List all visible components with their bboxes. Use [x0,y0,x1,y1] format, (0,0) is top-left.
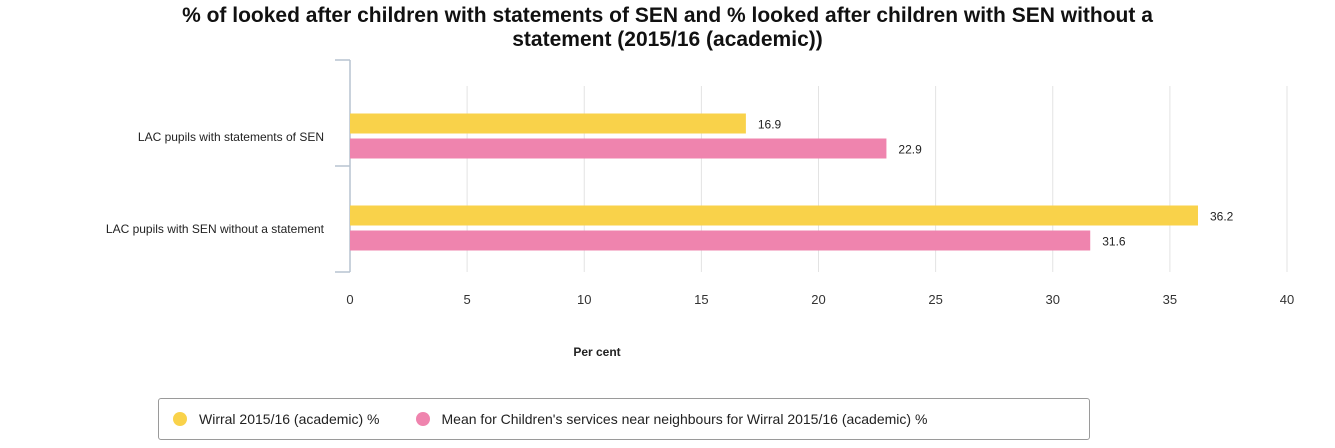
bar-chart: 0 5 10 15 20 25 30 35 40 LAC pupils with statemen… [106,59,1294,359]
legend-label-wirral: Wirral 2015/16 (academic) % [199,411,380,427]
x-axis-label: Per cent [573,345,620,359]
x-tick-label: 40 [1280,292,1294,307]
axes [335,59,351,273]
bar-value-label: 22.9 [898,143,922,157]
bar[interactable] [350,113,746,134]
x-tick-label: 20 [811,292,825,307]
bar[interactable] [350,230,1091,251]
bar[interactable] [350,138,887,159]
x-tick-label: 10 [577,292,591,307]
category-label: LAC pupils with SEN without a statement [106,222,325,236]
labels: 0 5 10 15 20 25 30 35 40 LAC pupils with statemen… [106,118,1294,308]
legend-label-near-neighbours: Mean for Children's services near neighb… [441,411,928,427]
chart-title-line-1: % of looked after children with statemen… [182,4,1153,27]
bar-value-label: 36.2 [1210,210,1234,224]
bar-value-label: 31.6 [1102,235,1126,249]
legend-item-wirral[interactable]: Wirral 2015/16 (academic) % [173,411,380,427]
x-tick-label: 25 [928,292,942,307]
chart-title-line-2: statement (2015/16 (academic)) [512,28,823,51]
x-tick-label: 0 [346,292,353,307]
bars [350,113,1198,251]
legend-swatch-near-neighbours [415,412,430,426]
chart-title: % of looked after children with statemen… [0,4,1335,52]
legend-item-near-neighbours[interactable]: Mean for Children's services near neighb… [415,411,928,427]
bar-value-label: 16.9 [758,118,782,132]
x-tick-label: 15 [694,292,708,307]
x-tick-label: 30 [1046,292,1060,307]
legend-swatch-wirral [173,412,187,426]
bar[interactable] [350,205,1198,226]
x-tick-label: 5 [464,292,471,307]
legend: Wirral 2015/16 (academic) % Mean for Chi… [158,398,1090,440]
category-label: LAC pupils with statements of SEN [138,130,324,144]
x-tick-label: 35 [1163,292,1177,307]
